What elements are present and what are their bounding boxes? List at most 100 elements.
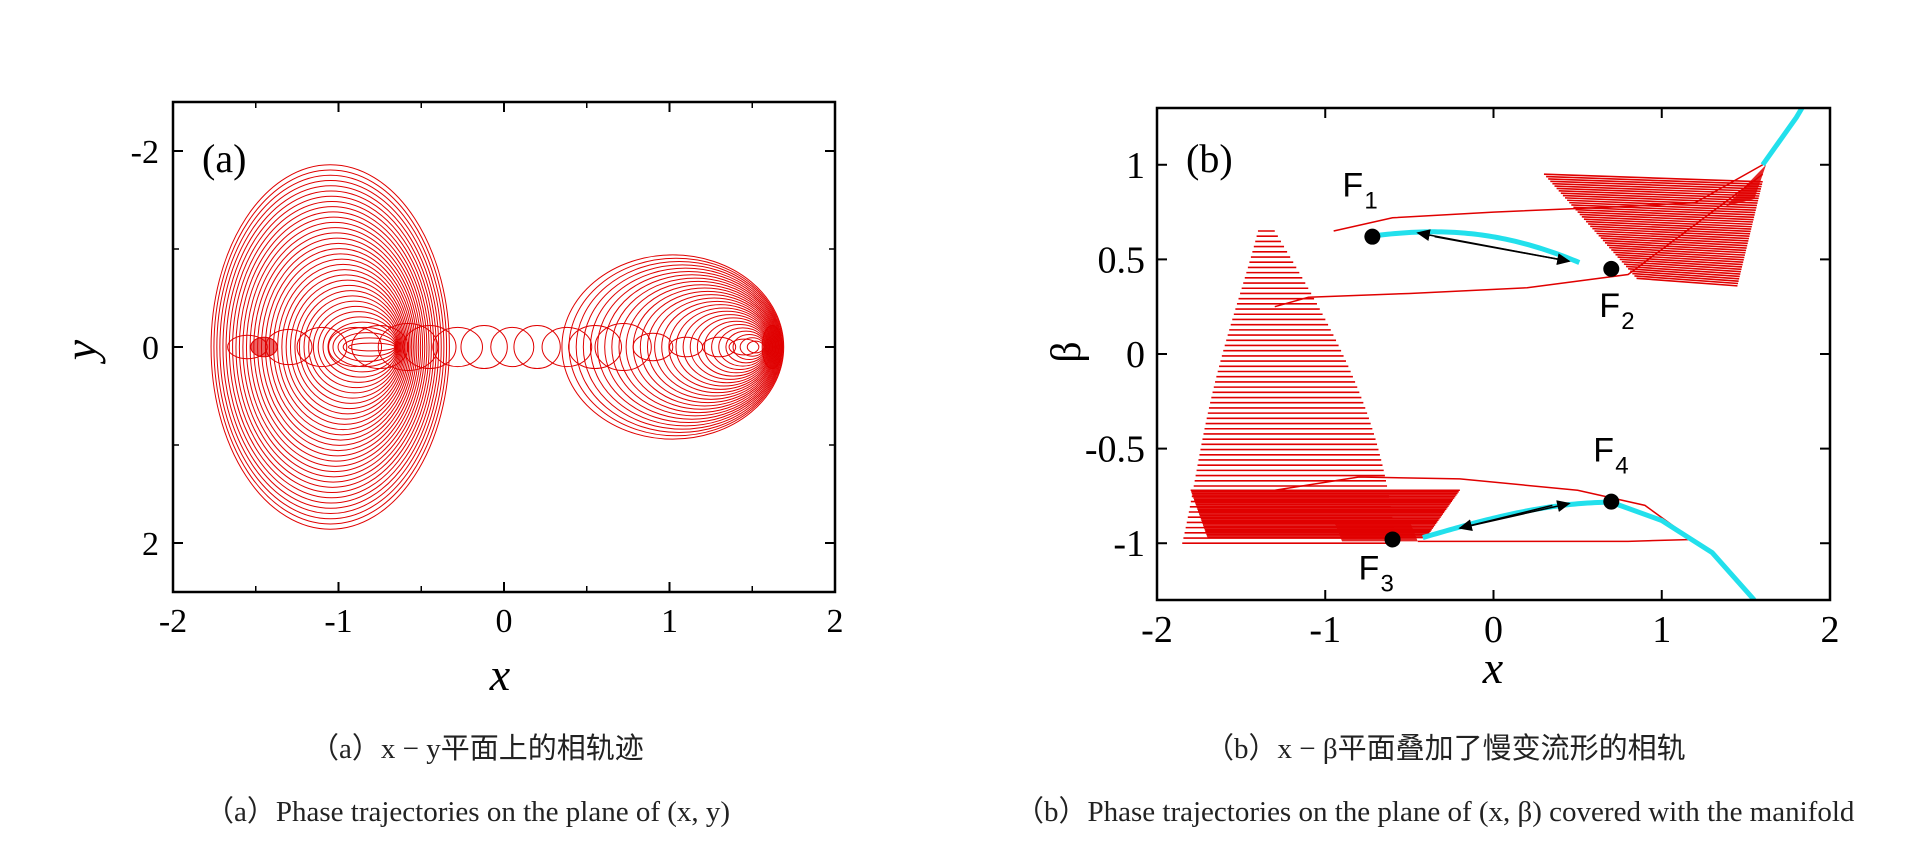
x-tick-label: 1 (1652, 609, 1671, 651)
x-tick-label: 0 (496, 603, 513, 640)
fixed-point-label: F (1342, 167, 1363, 205)
x-tick-label: 2 (1821, 609, 1840, 651)
trajectory-loop (210, 164, 450, 530)
y-tick-label: 0.5 (1098, 239, 1146, 281)
y-tick-label: 2 (142, 526, 159, 563)
y-tick-label: -2 (131, 134, 159, 171)
fixed-point-F2 (1603, 260, 1620, 277)
trajectory-loop (402, 324, 457, 370)
trajectory-loop (327, 321, 398, 373)
trajectory-loop (213, 169, 448, 525)
panel-b: F 1F 2F 3F 4 -2 -1 0 1 210.50-0.5-1 (b) x β (1044, 106, 1840, 693)
trajectory-loop (253, 232, 420, 462)
trajectory-loop (541, 326, 593, 368)
caption-b-english: （b）Phase trajectories on the plane of (x… (1015, 796, 1855, 828)
caption-a-chinese: （a）x − y平面上的相轨迹 (310, 733, 644, 765)
x-tick-label: -2 (1141, 609, 1173, 651)
fixed-point-F1 (1364, 228, 1381, 245)
trajectory-loop (296, 326, 348, 368)
panel-a: -2 -1 0 1 2 -2 0 2 (a) x y (55, 100, 844, 700)
y-tick-label: -1 (1113, 523, 1145, 565)
trajectory-loop (281, 269, 408, 425)
trajectory-loop (582, 264, 782, 430)
trajectory-loop (597, 270, 781, 424)
fixed-points: F 1F 2F 3F 4 (1342, 167, 1634, 598)
x-tick-label: 0 (1484, 609, 1503, 651)
fixed-point-F4 (1603, 493, 1620, 510)
caption-a-english: （a）Phase trajectories on the plane of (x… (205, 796, 731, 828)
flow-arrows (1416, 229, 1571, 532)
trajectory-loop (245, 221, 424, 473)
fixed-point-subscript: 2 (1621, 308, 1634, 335)
trajectory-loop (568, 324, 623, 370)
trajectory-loop (317, 311, 399, 383)
x-tick-label: 1 (661, 603, 678, 640)
axis-ticks-a: -2 -1 0 1 2 -2 0 2 (131, 102, 844, 640)
fixed-point-subscript: 1 (1364, 188, 1377, 215)
trajectory-loop (668, 304, 773, 390)
fixed-point-label: F (1593, 432, 1614, 470)
fixed-point-label: F (1599, 287, 1620, 325)
phase-trajectory-xbeta (1182, 164, 1767, 545)
trajectory-tip (250, 336, 278, 358)
trajectory-loop (235, 206, 430, 488)
trajectory-loop (661, 300, 774, 394)
x-axis-label-a: x (489, 649, 511, 700)
trajectory-loop (328, 326, 383, 368)
x-tick-label: 2 (827, 603, 844, 640)
trajectory-loop (594, 322, 652, 372)
trajectory-loop (289, 279, 406, 415)
trajectory-loop (219, 179, 442, 515)
fixed-point-subscript: 3 (1381, 570, 1394, 597)
trajectory-loop (228, 195, 435, 499)
trajectory-loop (285, 274, 407, 420)
trajectory-loop (725, 330, 767, 364)
trajectory-loop (728, 338, 760, 356)
trajectory-loop (432, 326, 483, 368)
y-tick-label: 0 (142, 330, 159, 367)
axis-ticks-b: -2 -1 0 1 2 1 0.5 0 -0.5 -1 (1085, 108, 1840, 651)
trajectory-loop (312, 305, 400, 389)
trajectory-loop (308, 300, 401, 394)
slow-manifold (1366, 108, 1805, 600)
trajectory-loop (225, 190, 437, 504)
trajectory-loop (611, 277, 779, 417)
y-tick-label: -0.5 (1085, 429, 1145, 471)
trajectory-loop (561, 254, 785, 440)
x-axis-label-b: x (1482, 642, 1504, 693)
trajectory-loop (222, 185, 440, 509)
y-axis-label-a: y (55, 339, 106, 364)
x-tick-label: -1 (1309, 609, 1341, 651)
trajectory-loop (513, 324, 561, 370)
trajectory-loop (303, 295, 402, 399)
trajectory-loop (618, 280, 779, 414)
x-tick-label: -2 (159, 603, 187, 640)
panel-label-b: (b) (1186, 136, 1233, 181)
trajectory-loop (294, 284, 404, 410)
trajectory-loop (351, 324, 409, 370)
fixed-point-label: F (1359, 549, 1380, 587)
trajectory-loop (632, 332, 674, 362)
trajectory-loop (568, 257, 784, 437)
panel-label-a: (a) (202, 136, 246, 181)
trajectory-loop (342, 337, 396, 357)
trajectory-loop (702, 336, 737, 358)
trajectory-loop (264, 248, 414, 446)
trajectory-loop (460, 324, 508, 370)
fixed-point-F3 (1384, 531, 1401, 548)
caption-b-chinese: （b）x − β平面叠加了慢变流形的相轨 (1205, 733, 1686, 765)
trajectory-loop (490, 326, 535, 368)
trajectory-loop (639, 290, 776, 404)
trajectory-loop (347, 342, 396, 352)
trajectory-loop (332, 326, 397, 368)
y-axis-label-b: β (1044, 341, 1090, 362)
fixed-point-subscript: 4 (1615, 453, 1628, 480)
trajectory-loop (646, 294, 776, 400)
trajectory-loop (249, 227, 422, 467)
trajectory-loop (322, 316, 399, 378)
trajectory-tip (761, 324, 783, 370)
y-tick-label: 1 (1126, 145, 1145, 187)
y-tick-label: 0 (1126, 334, 1145, 376)
phase-trajectory-xy (210, 164, 785, 530)
